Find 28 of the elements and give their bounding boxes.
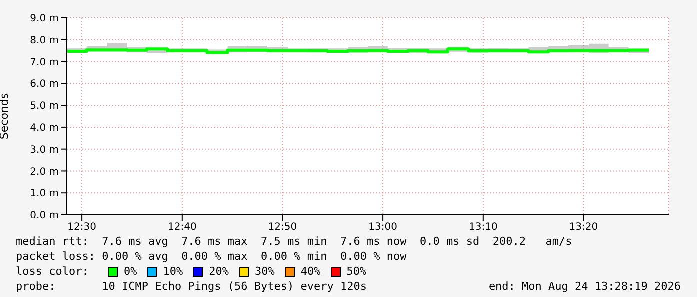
text: probe: 10 ICMP Echo Pings (56 Bytes) every 120s <box>16 279 367 294</box>
text: 10% <box>163 264 184 279</box>
y-tick-label: 5.0 m <box>30 101 59 112</box>
x-tick-label: 12:30 <box>68 222 96 234</box>
y-tick-label: 7.0 m <box>30 57 59 68</box>
text: 40% <box>300 264 321 279</box>
y-axis-title: Seconds <box>0 93 11 140</box>
y-tick-label: 0.0 m <box>30 210 59 222</box>
text: 50% <box>346 264 367 279</box>
y-tick-label: 4.0 m <box>30 122 59 134</box>
text: 0% <box>124 264 138 279</box>
y-tick-label: 9.0 m <box>30 14 59 25</box>
y-tick-label: 2.0 m <box>30 166 59 178</box>
y-tick-label: 3.0 m <box>30 144 59 156</box>
text: 30% <box>255 264 275 279</box>
text: 20% <box>209 264 229 279</box>
text: median rtt: 7.6 ms avg 7.6 ms max 7.5 ms min 7.6 ms now 0.0 ms sd 200.2 am/s <box>16 234 574 249</box>
text: end: Mon Aug 24 13:28:19 2026 <box>488 279 681 294</box>
y-tick-label: 8.0 m <box>30 35 59 46</box>
x-tick-label: 13:00 <box>368 222 398 234</box>
text: packet loss: 0.00 % avg 0.00 % max 0.00 % min 0.00 % now <box>16 249 408 264</box>
x-tick-label: 13:10 <box>468 222 498 234</box>
text: loss color: <box>16 264 90 279</box>
x-tick-label: 13:20 <box>569 222 598 234</box>
x-tick-label: 12:40 <box>168 222 197 234</box>
y-tick-label: 1.0 m <box>30 188 59 200</box>
y-tick-label: 6.0 m <box>30 79 59 90</box>
x-tick-label: 12:50 <box>268 222 298 234</box>
